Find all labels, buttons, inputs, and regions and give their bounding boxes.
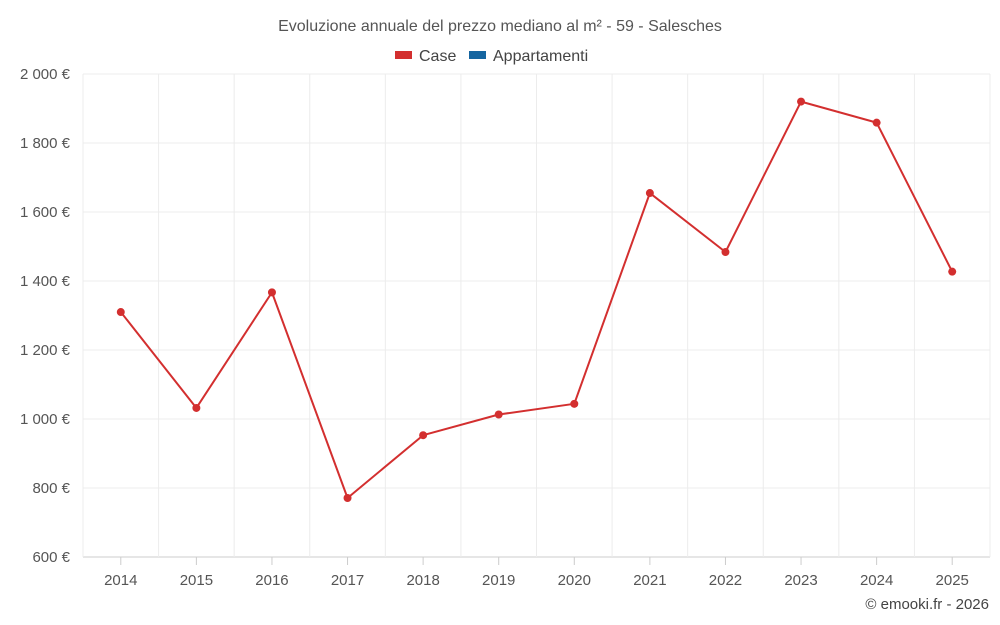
legend-item-appartamenti[interactable]: Appartamenti: [469, 48, 588, 65]
x-tick-label: 2015: [180, 572, 213, 589]
y-tick-label: 1 000 €: [20, 411, 71, 428]
data-point[interactable]: [721, 248, 730, 257]
y-tick-label: 2 000 €: [20, 66, 71, 83]
y-tick-label: 800 €: [32, 480, 70, 497]
y-tick-label: 1 400 €: [20, 273, 71, 290]
legend-swatch-case: [395, 51, 412, 59]
series-line-case: [120, 100, 954, 500]
grid: [82, 73, 991, 558]
y-tick-label: 1 800 €: [20, 135, 71, 152]
x-tick-label: 2016: [255, 572, 288, 589]
x-tick-label: 2021: [633, 572, 666, 589]
legend-item-case[interactable]: Case: [395, 48, 456, 65]
data-point[interactable]: [570, 399, 579, 408]
x-tick-label: 2020: [558, 572, 591, 589]
x-tick-label: 2022: [709, 572, 742, 589]
data-point[interactable]: [343, 494, 352, 503]
data-point[interactable]: [872, 118, 881, 127]
data-point[interactable]: [267, 288, 276, 297]
x-tick-label: 2018: [406, 572, 439, 589]
x-axis: 2014 2015 2016 2017 2018 2019 2020 2021 2022 2023…: [104, 557, 969, 589]
y-tick-label: 1 200 €: [20, 342, 71, 359]
x-tick-label: 2019: [482, 572, 515, 589]
x-tick-label: 2025: [936, 572, 969, 589]
x-tick-label: 2014: [104, 572, 137, 589]
legend-swatch-appartamenti: [469, 51, 486, 59]
data-point[interactable]: [645, 189, 654, 198]
x-tick-label: 2024: [860, 572, 893, 589]
legend-label-case: Case: [419, 48, 456, 65]
legend-label-appartamenti: Appartamenti: [493, 48, 588, 65]
data-point[interactable]: [116, 308, 125, 317]
x-tick-label: 2023: [784, 572, 817, 589]
y-axis: 600 € 800 € 1 000 € 1 200 € 1 400 € 1 600 € 1 …: [20, 66, 71, 566]
y-tick-label: 1 600 €: [20, 204, 71, 221]
data-point[interactable]: [948, 267, 957, 276]
x-tick-label: 2017: [331, 572, 364, 589]
chart-title: Evoluzione annuale del prezzo mediano al…: [278, 18, 722, 35]
series-case: [116, 97, 957, 503]
data-point[interactable]: [419, 431, 428, 440]
credit: © emooki.fr - 2026: [865, 596, 989, 613]
y-tick-label: 600 €: [32, 549, 70, 566]
data-point[interactable]: [192, 403, 201, 412]
data-point[interactable]: [797, 97, 806, 106]
data-point[interactable]: [494, 410, 503, 419]
legend: Case Appartamenti: [395, 48, 588, 65]
